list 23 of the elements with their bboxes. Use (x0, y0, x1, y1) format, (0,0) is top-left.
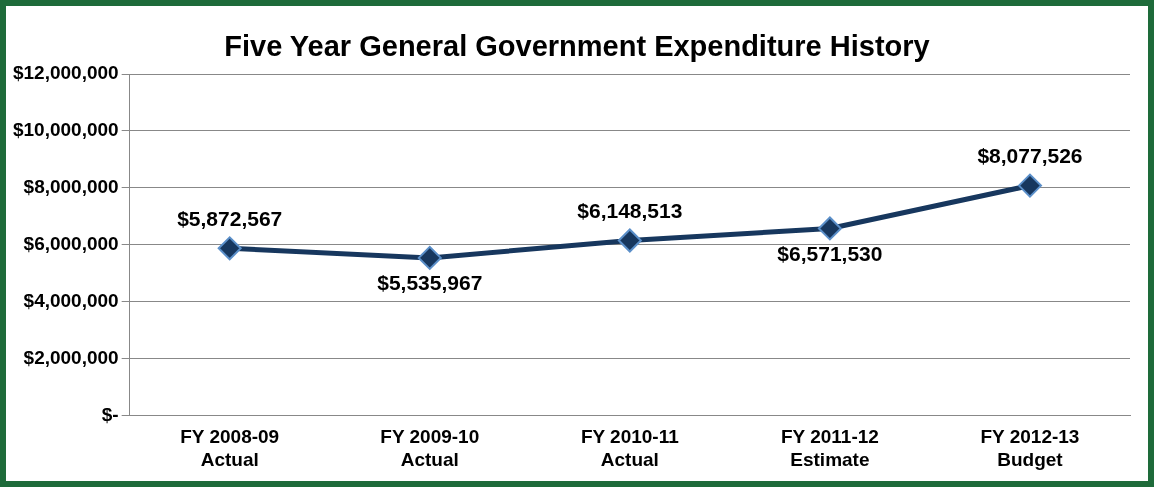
y-tick-label: $2,000,000 (23, 346, 119, 368)
data-label: $8,077,526 (977, 143, 1083, 167)
x-tick-label: FY 2011-12 Estimate (780, 426, 879, 470)
x-tick-label: FY 2008-09 Actual (180, 426, 280, 470)
y-tick-label: $12,000,000 (12, 62, 119, 84)
x-tick-label: FY 2012-13 Budget (980, 426, 1080, 470)
y-tick-label: $- (101, 403, 119, 425)
data-label: $6,148,513 (577, 198, 683, 222)
y-tick-label: $6,000,000 (23, 232, 119, 254)
x-tick-label: FY 2009-10 Actual (380, 426, 480, 470)
point (817, 216, 842, 241)
point (617, 228, 642, 253)
x-tick-label: FY 2010-11 Actual (580, 426, 680, 470)
point (1017, 173, 1042, 198)
point (417, 245, 442, 270)
point (217, 236, 242, 261)
y-tick-label: $10,000,000 (12, 119, 119, 141)
y-tick-label: $4,000,000 (23, 289, 119, 311)
chart-title: Five Year General Government Expenditure History (223, 30, 931, 63)
data-label: $5,872,567 (177, 206, 283, 230)
y-tick-label: $8,000,000 (23, 176, 119, 198)
data-label: $6,571,530 (777, 241, 883, 265)
data-label: $5,535,967 (377, 271, 483, 295)
